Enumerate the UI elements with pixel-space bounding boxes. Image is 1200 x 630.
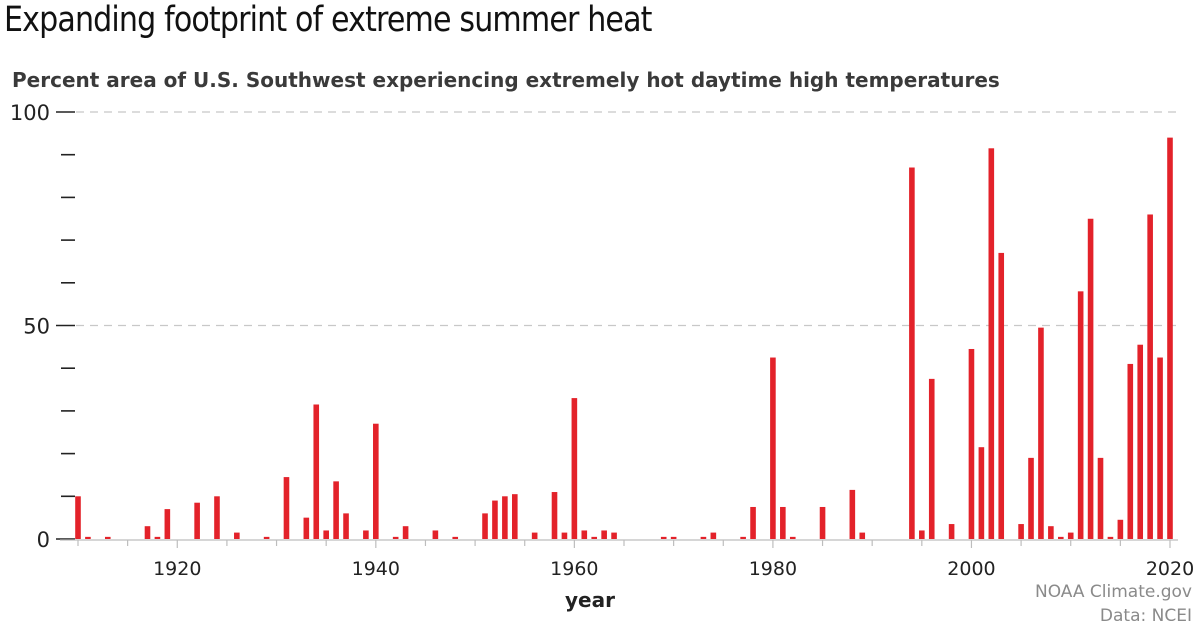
bar [928,378,935,539]
bar [998,252,1005,539]
bar [700,536,707,539]
bar [849,489,856,539]
bar [531,532,538,539]
bar [710,532,717,539]
bar [988,148,995,540]
y-axis: 0 50 100 [10,101,75,552]
bar [234,532,240,539]
bar [144,526,151,539]
bar [1077,291,1084,539]
x-tick-label: 1940 [352,558,400,580]
x-tick-label: 2020 [1146,558,1194,580]
bar [343,513,349,539]
bar [164,509,171,539]
x-tick-label: 2000 [947,558,995,580]
bar [512,494,518,539]
bar [948,524,955,539]
y-tick-label: 50 [23,315,50,339]
bar [392,536,399,539]
bar [1107,536,1114,539]
bar [1067,532,1074,539]
bar [591,536,598,539]
bar [1048,526,1054,539]
bar [492,500,498,539]
bar [740,536,746,539]
bar [75,496,81,539]
bar [780,506,786,539]
bar [363,530,369,539]
bar [1038,327,1044,539]
bar [581,530,588,539]
credit-data: Data: NCEI [1099,606,1192,626]
bar [561,532,568,539]
x-axis: 1920 1940 1960 1980 2000 2020 [60,539,1194,580]
bar [1097,457,1104,539]
y-tick-label: 0 [37,528,50,552]
bar [909,167,915,539]
bar [1157,357,1163,539]
bar [611,532,617,539]
bar [154,536,161,539]
bar [919,530,925,539]
x-tick-label: 1920 [153,558,201,580]
x-axis-label: year [565,588,615,612]
x-tick-label: 1960 [550,558,598,580]
bar [104,536,111,539]
bar [1117,519,1124,539]
bar [1127,363,1134,539]
chart-title: Expanding footprint of extreme summer he… [4,0,652,40]
bar [750,506,756,539]
bar [571,398,578,539]
bar [1058,536,1064,539]
bar [323,530,329,539]
bar [819,506,826,539]
bar [432,530,439,539]
bar [1137,344,1144,539]
bar [1147,214,1153,540]
bar [303,517,310,539]
bar [482,513,488,539]
bar [859,532,866,539]
bar [263,536,270,539]
bar [670,536,677,539]
bar [1167,137,1173,539]
bar [283,477,290,539]
gridlines [76,111,1178,327]
bar [1018,524,1024,539]
bar [660,536,667,539]
bar [194,502,200,539]
bar [978,447,985,539]
x-tick-label: 1980 [749,558,797,580]
credit-source: NOAA Climate.gov [1034,582,1192,602]
y-tick-label: 100 [10,101,50,125]
bar [313,404,320,539]
bar [1028,457,1034,539]
bar [333,481,339,539]
bar [502,496,508,539]
bar [402,526,409,539]
bar [551,492,558,539]
bar [373,423,379,539]
bar [214,496,220,539]
bars [75,137,1173,540]
bar [770,357,776,539]
bar [85,536,91,539]
bar [789,536,796,539]
bar [452,536,459,539]
chart-subtitle: Percent area of U.S. Southwest experienc… [12,68,1000,92]
bar [968,348,975,539]
bar [1087,218,1094,539]
bar [601,530,607,539]
